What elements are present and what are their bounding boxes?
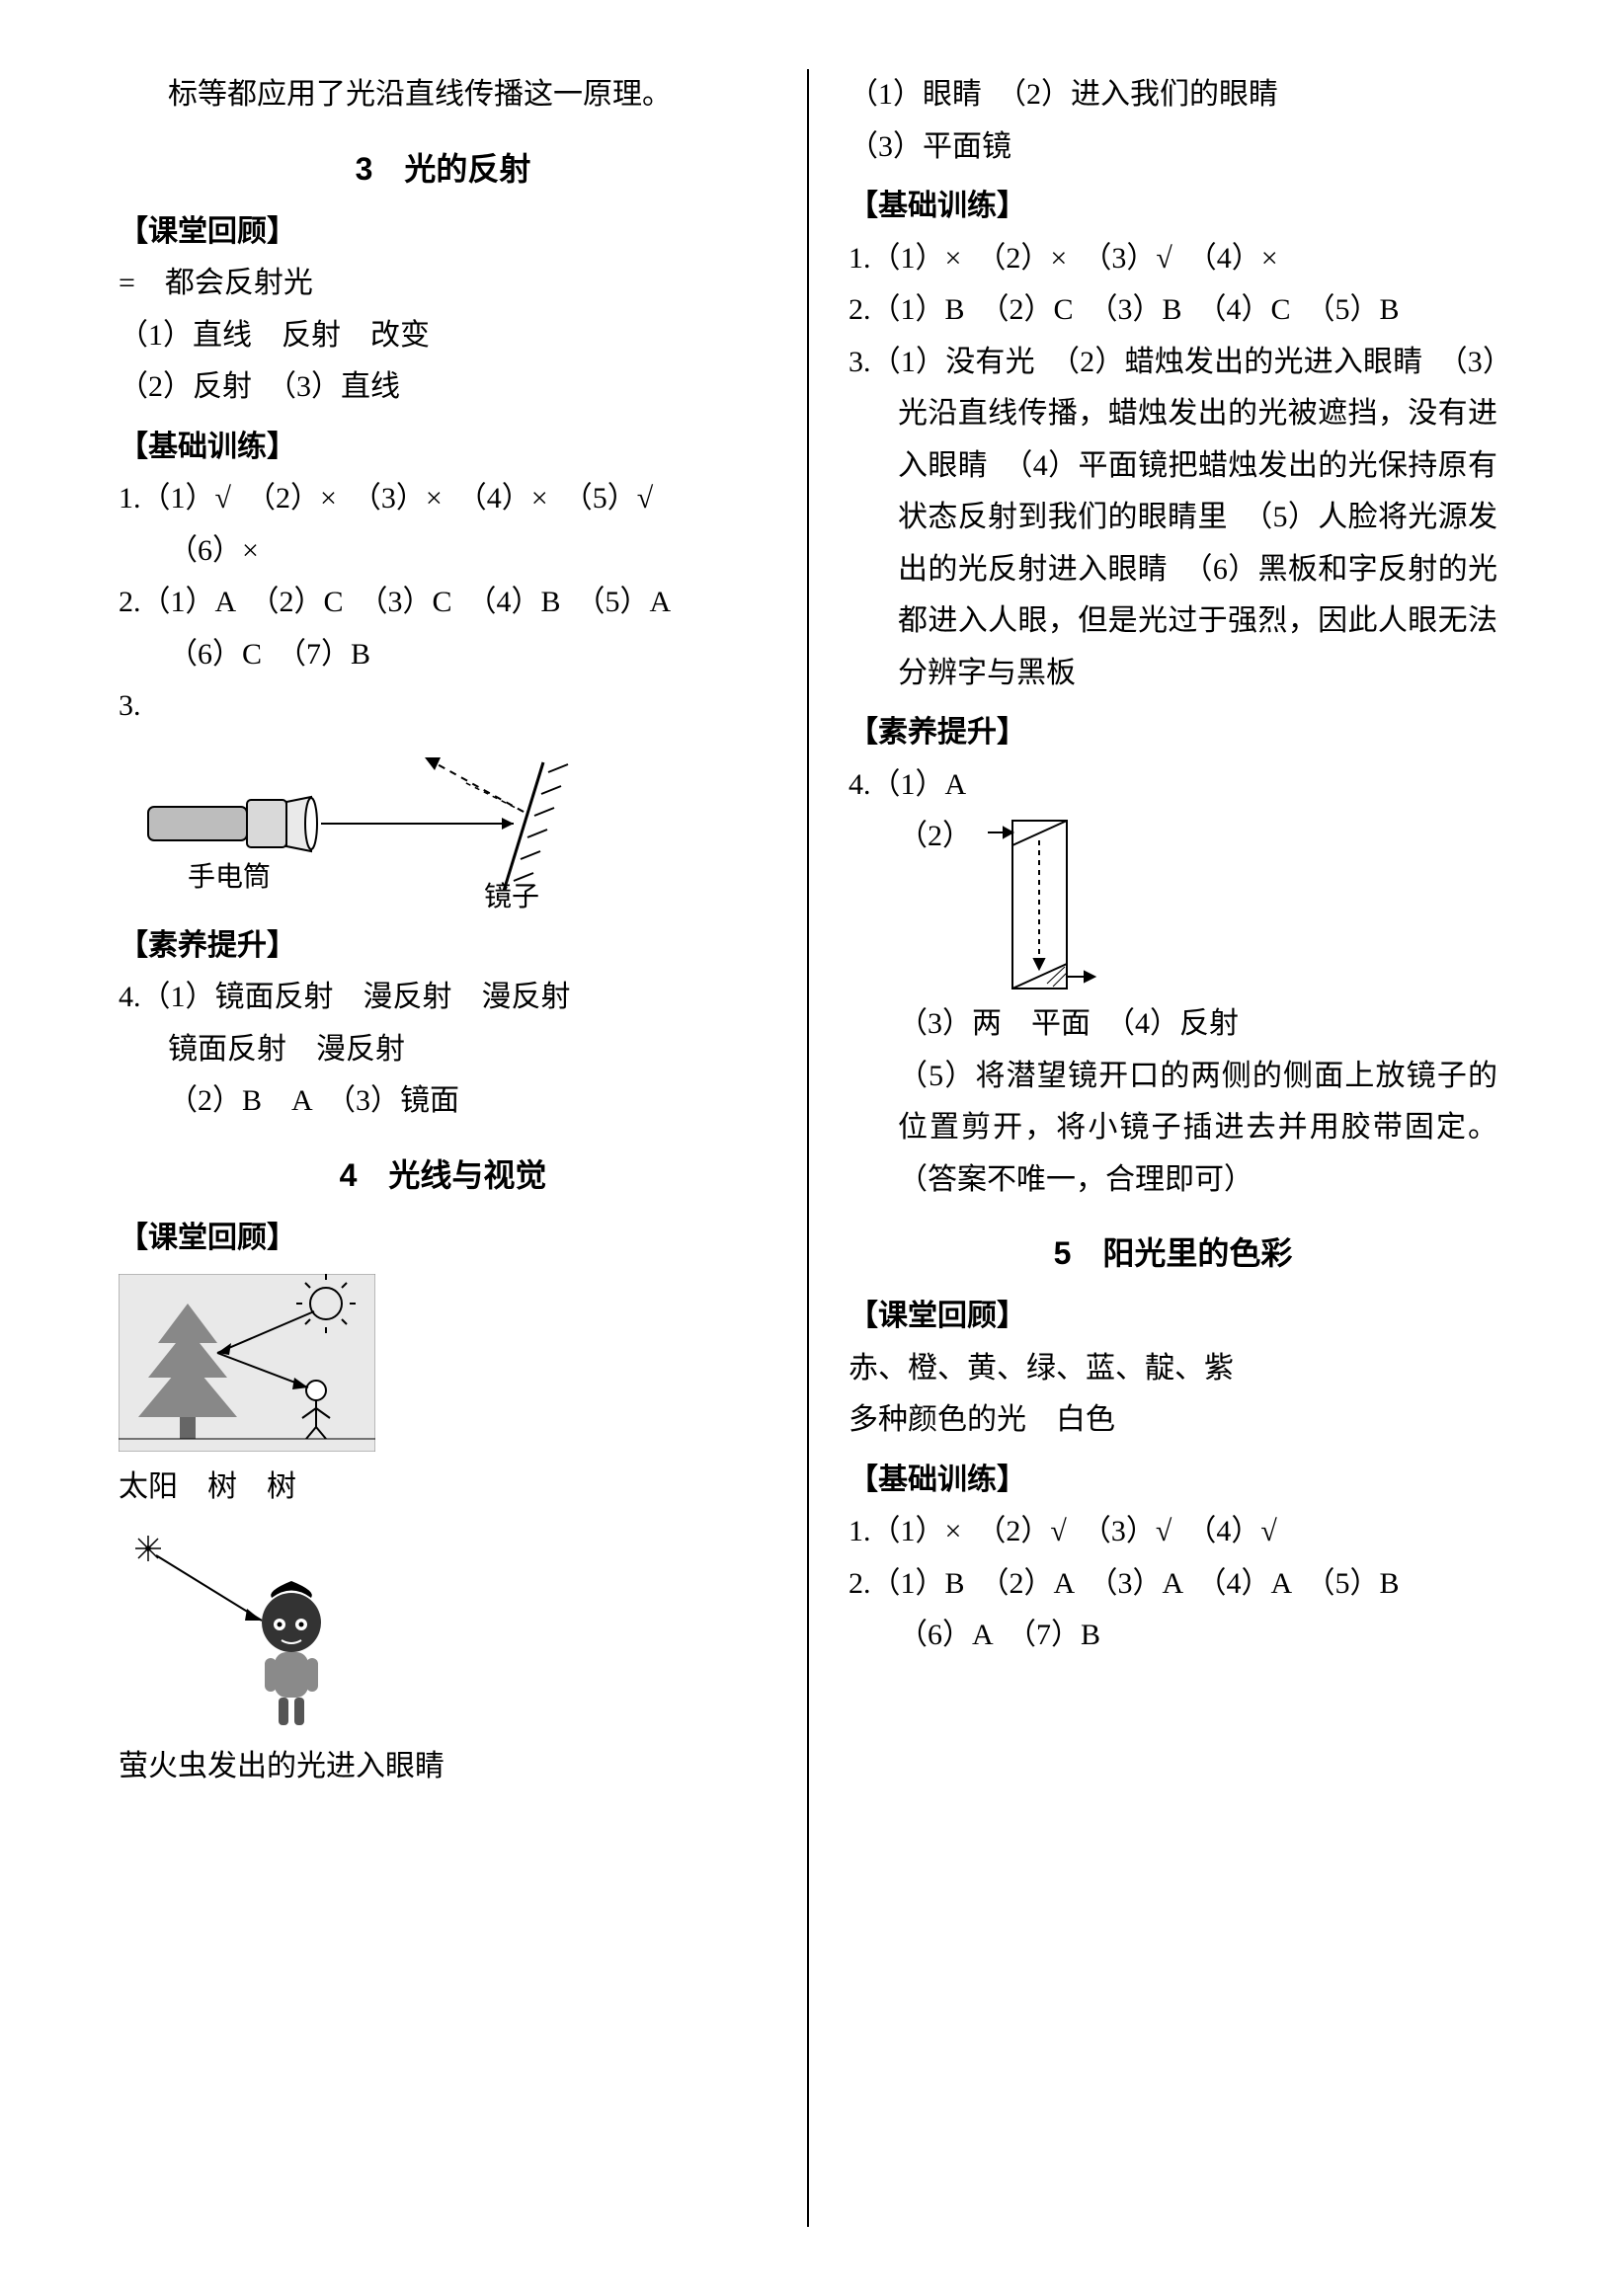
section-3-review-heading: 【课堂回顾】	[119, 206, 768, 259]
s5-basic-2b: （6）A （7）B	[848, 1610, 1497, 1662]
section-3-title: 3 光的反射	[119, 141, 768, 197]
section-5-review-heading: 【课堂回顾】	[848, 1291, 1497, 1343]
flashlight-label: 手电筒	[188, 861, 271, 893]
s3-basic-1: 1.（1）√ （2）× （3）× （4）× （5）√	[119, 473, 768, 525]
s4-basic-3: 3.（1）没有光 （2）蜡烛发出的光进入眼睛 （3）光沿直线传播，蜡烛发出的光被…	[848, 337, 1497, 700]
top-continuation-line: 标等都应用了光沿直线传播这一原理。	[119, 69, 768, 121]
section-4-review-heading: 【课堂回顾】	[119, 1213, 768, 1265]
s5-basic-2: 2.（1）B （2）A （3）A （4）A （5）B	[848, 1558, 1497, 1611]
s3-adv-2: （2）B A （3）镜面	[119, 1075, 768, 1128]
section-4-title: 4 光线与视觉	[119, 1148, 768, 1203]
s4-basic-3-text: 3.（1）没有光 （2）蜡烛发出的光进入眼睛 （3）光沿直线传播，蜡烛发出的光被…	[848, 346, 1497, 689]
s3-basic-2: 2.（1）A （2）C （3）C （4）B （5）A	[119, 577, 768, 629]
s4-adv-1: 4.（1）A	[848, 759, 1497, 812]
right-column: （1）眼睛 （2）进入我们的眼睛 （3）平面镜 【基础训练】 1.（1）× （2…	[809, 69, 1497, 2227]
tree-sun-caption: 太阳 树 树	[119, 1462, 768, 1514]
left-column: 标等都应用了光沿直线传播这一原理。 3 光的反射 【课堂回顾】 = 都会反射光 …	[119, 69, 809, 2227]
s3-review-line-3: （2）反射 （3）直线	[119, 361, 768, 414]
firefly-boy-diagram	[119, 1524, 768, 1731]
section-3-basic-heading: 【基础训练】	[119, 422, 768, 474]
s5-review-2: 多种颜色的光 白色	[848, 1394, 1497, 1447]
s4-basic-2: 2.（1）B （2）C （3）B （4）C （5）B	[848, 284, 1497, 337]
section-4-adv-heading: 【素养提升】	[848, 707, 1497, 759]
s5-basic-1: 1.（1）× （2）√ （3）√ （4）√	[848, 1506, 1497, 1558]
s3-adv-1: 4.（1）镜面反射 漫反射 漫反射	[119, 972, 768, 1024]
s4-adv-5: （5）将潜望镜开口的两侧的侧面上放镜子的位置剪开，将小镜子插进去并用胶带固定。（…	[848, 1051, 1497, 1207]
s4-basic-1: 1.（1）× （2）× （3）√ （4）×	[848, 233, 1497, 285]
s3-review-line-1: = 都会反射光	[119, 258, 768, 310]
two-column-layout: 标等都应用了光沿直线传播这一原理。 3 光的反射 【课堂回顾】 = 都会反射光 …	[119, 69, 1497, 2227]
r-top-1: （1）眼睛 （2）进入我们的眼睛	[848, 69, 1497, 121]
section-4-basic-heading: 【基础训练】	[848, 181, 1497, 233]
firefly-boy-caption: 萤火虫发出的光进入眼睛	[119, 1741, 768, 1793]
s3-review-line-2: （1）直线 反射 改变	[119, 310, 768, 362]
flashlight-mirror-diagram: 手电筒 镜子	[119, 743, 768, 910]
section-3-adv-heading: 【素养提升】	[119, 920, 768, 973]
tree-sun-diagram	[119, 1274, 768, 1452]
s3-adv-1b: 镜面反射 漫反射	[119, 1024, 768, 1076]
s3-basic-1b: （6）×	[119, 525, 768, 578]
section-5-basic-heading: 【基础训练】	[848, 1455, 1497, 1507]
section-5-title: 5 阳光里的色彩	[848, 1226, 1497, 1281]
r-top-2: （3）平面镜	[848, 121, 1497, 174]
s5-review-1: 赤、橙、黄、绿、蓝、靛、紫	[848, 1343, 1497, 1395]
periscope-diagram	[978, 811, 1106, 998]
mirror-label: 镜子	[484, 881, 539, 910]
s4-adv-2-label: （2）	[898, 811, 972, 863]
s4-adv-2-row: （2）	[848, 811, 1497, 998]
s3-basic-2b: （6）C （7）B	[119, 629, 768, 681]
s4-adv-5-text: （5）将潜望镜开口的两侧的侧面上放镜子的位置剪开，将小镜子插进去并用胶带固定。（…	[898, 1060, 1497, 1196]
s3-basic-3: 3.	[119, 680, 768, 733]
s4-adv-3: （3）两 平面 （4）反射	[848, 998, 1497, 1051]
